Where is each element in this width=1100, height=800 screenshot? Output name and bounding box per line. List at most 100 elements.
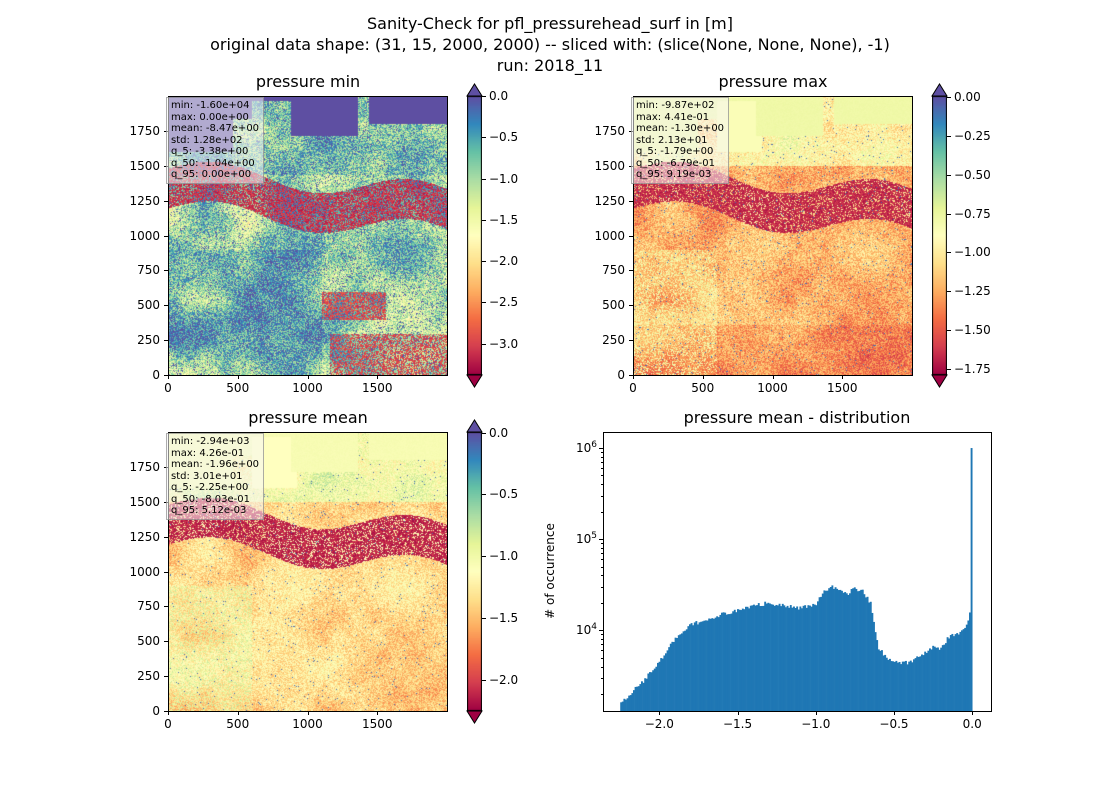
histogram-bar [725, 614, 728, 711]
hist-y-tick-label: 104 [563, 620, 597, 637]
colorbar-tick-mark [947, 252, 951, 254]
colorbar-tick-label: −0.25 [954, 129, 991, 144]
histogram-bar [682, 631, 685, 711]
colorbar-mean [467, 432, 482, 711]
histogram-bar [804, 605, 807, 711]
colorbar-tick-mark [482, 96, 486, 97]
histogram-bar [802, 605, 805, 711]
histogram-bar [813, 604, 816, 711]
colorbar-tick-mark [947, 97, 951, 99]
histogram-bar [951, 633, 954, 711]
histogram-bar [807, 605, 810, 711]
stats-line: mean: -1.30e+00 [636, 123, 725, 134]
colorbar-tick-label: 0.0 [489, 89, 509, 103]
histogram-bar [764, 601, 767, 711]
histogram-bar [815, 605, 818, 711]
histogram-bar [834, 587, 837, 711]
hist-y-minor-tick [601, 462, 603, 464]
histogram-bar [847, 594, 850, 711]
histogram-bar [871, 612, 874, 711]
histogram-bar [865, 597, 867, 711]
colorbar-extend-bottom-mean-shape [466, 710, 483, 724]
histogram-bar [637, 686, 640, 711]
x-tick-label: 500 [226, 381, 250, 395]
y-tick-label: 1500 [594, 158, 625, 173]
hist-x-tick-mark [737, 711, 739, 715]
y-tick-mark [164, 606, 168, 608]
colorbar-tick-mark [482, 494, 486, 496]
colorbar-min [467, 96, 482, 375]
histogram-bar [879, 650, 882, 711]
y-tick-label: 500 [602, 298, 625, 313]
histogram-bar [959, 631, 962, 711]
x-tick-label: 500 [226, 717, 250, 731]
histogram-bar [775, 604, 778, 711]
x-tick-label: 0 [164, 381, 172, 395]
hist-y-minor-tick [601, 566, 603, 568]
histogram-bar [714, 617, 717, 711]
histogram-bar [825, 590, 827, 711]
x-tick-mark [237, 375, 239, 379]
colorbar-tick-mark [947, 174, 951, 176]
histogram-bar [684, 630, 687, 711]
stats-line: q_50: -1.04e+00 [171, 157, 255, 169]
histogram-bar [881, 650, 883, 711]
histogram-bar [961, 630, 963, 711]
histogram-bar [970, 448, 973, 711]
histogram-bar [786, 605, 789, 711]
y-tick-label: 1500 [129, 158, 160, 173]
y-tick-label: 1750 [594, 123, 625, 138]
histogram-bar [756, 605, 759, 711]
panel-title-min: pressure min [255, 72, 361, 91]
colorbar-extend-top-min-shape [466, 83, 483, 97]
histogram-bar [673, 641, 675, 711]
histogram-bar [649, 672, 651, 711]
colorbar-extend-bottom-max-shape [931, 374, 948, 388]
histogram-bar [631, 693, 634, 711]
histogram-bar [898, 661, 901, 711]
histogram-bar [858, 590, 861, 711]
histogram-bar [770, 604, 773, 711]
histogram-bar [820, 596, 823, 711]
histogram-bar [901, 661, 904, 711]
y-tick-mark [629, 270, 633, 272]
y-tick-mark [164, 235, 168, 237]
histogram-bar [692, 625, 695, 711]
y-tick-mark [629, 375, 633, 376]
y-tick-label: 0 [152, 704, 160, 718]
x-tick-label: 1000 [292, 381, 323, 395]
histogram-bar [818, 597, 821, 711]
colorbar-extend-top-max [931, 83, 948, 97]
hist-y-minor-tick [601, 639, 603, 641]
y-tick-label: 1500 [129, 494, 160, 509]
hist-y-minor-tick [601, 484, 603, 486]
histogram-bar [869, 601, 872, 711]
x-tick-mark [772, 375, 774, 379]
histogram-bar [831, 585, 834, 711]
histogram-bar [860, 589, 863, 711]
hist-y-minor-tick [601, 666, 603, 668]
stats-line: q_50: -6.79e-01 [636, 157, 715, 169]
histogram-bar [665, 653, 667, 711]
x-tick-label: 0 [164, 717, 172, 731]
histogram-bar [717, 617, 720, 711]
histogram-bar [740, 610, 743, 711]
stats-line: std: 1.28e+02 [171, 134, 243, 146]
hist-y-minor-tick [601, 543, 603, 545]
hist-y-tick-label: 105 [563, 529, 597, 546]
panel-title-mean: pressure mean [248, 408, 368, 427]
stats-line: max: 4.41e-01 [636, 111, 710, 123]
colorbar-tick-mark [482, 178, 486, 180]
hist-y-minor-tick [601, 495, 603, 497]
y-tick-mark [164, 641, 168, 643]
histogram-bar [645, 678, 648, 711]
histogram-bar [833, 588, 835, 711]
histogram-bar [679, 634, 682, 711]
histogram-bar [897, 662, 899, 711]
hist-x-tick-label: 0.0 [962, 717, 982, 731]
histogram-bar [689, 624, 691, 711]
histogram-bar [657, 662, 659, 711]
histogram-bar [933, 646, 936, 711]
stats-line: mean: -1.96e+00 [171, 459, 260, 470]
colorbar-tick-label: −2.0 [489, 254, 519, 269]
